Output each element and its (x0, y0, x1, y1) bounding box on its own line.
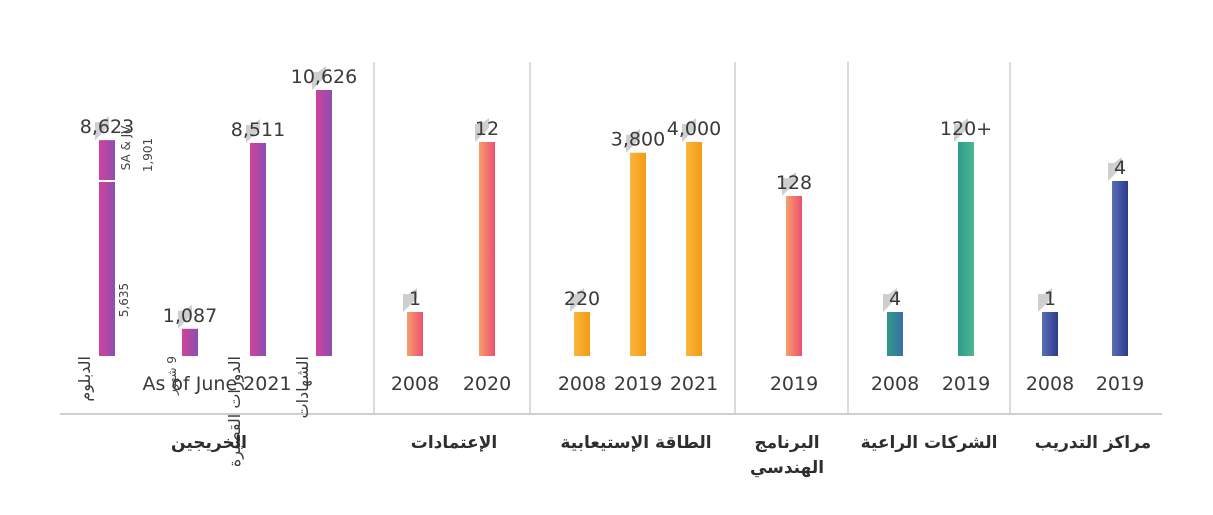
bar-1-1 (479, 142, 495, 356)
bar-graduates-2-tab (246, 118, 260, 143)
year-label-3-0: 2019 (770, 373, 818, 395)
bar-graduates-3-tab (312, 66, 326, 90)
value-label-2-0: 220 (564, 288, 600, 310)
bar-graduates-3 (316, 90, 332, 356)
year-label-4-1: 2019 (942, 373, 990, 395)
value-label-graduates-1: 1,087 (163, 305, 217, 327)
value-label-graduates-3: 10,626 (291, 66, 357, 88)
bar-4-1 (958, 142, 974, 356)
bar-2-0 (574, 312, 590, 356)
year-label-1-0: 2008 (391, 373, 439, 395)
category-sponsors: الشركات الراعية (861, 433, 998, 453)
value-label-5-1: 4 (1114, 157, 1126, 179)
labels-layer: 8,623 1,087 8,511 10,626 5,635 SA & JV 1,901 ال… (75, 66, 1144, 467)
category-training-centers: مراكز التدريب (1035, 433, 1151, 453)
section-dividers (373, 62, 1011, 414)
bar-5-0 (1042, 312, 1058, 356)
category-capacity: الطاقة الإستيعابية (560, 433, 711, 453)
bar-2-0-tab (570, 288, 584, 312)
bar-2-2 (686, 142, 702, 356)
value-label-3-0: 128 (776, 172, 812, 194)
bar-1-0 (407, 312, 423, 356)
bar-graduates-2 (250, 142, 266, 356)
year-label-2-0: 2008 (558, 373, 606, 395)
graduates-note: As of June 2021 (142, 373, 291, 395)
segment-label-diploma-sajv: SA & JV (119, 125, 133, 171)
bar-4-0-tab (883, 288, 897, 312)
bar-graduates-0 (99, 140, 115, 356)
value-label-4-0: 4 (889, 288, 901, 310)
bar-5-1 (1112, 181, 1128, 356)
category-engineering-line2: الهندسي (750, 458, 824, 478)
year-label-1-1: 2020 (463, 373, 511, 395)
label-short-courses: الدورات القصيرة (225, 356, 245, 467)
category-engineering-line1: البرنامج (754, 433, 819, 453)
value-label-5-0: 1 (1044, 288, 1056, 310)
value-label-2-1: 3,800 (611, 129, 665, 151)
year-label-2-2: 2021 (670, 373, 718, 395)
value-label-graduates-0: 8,623 (80, 116, 134, 138)
bar-1-0-tab (403, 288, 417, 312)
bar-4-0 (887, 312, 903, 356)
year-label-5-1: 2019 (1096, 373, 1144, 395)
bar-1-1-tab (475, 118, 489, 142)
label-9-months: 9 شهور (165, 356, 180, 396)
bar-2-2-tab (682, 118, 696, 142)
segment-label-diploma-sajv-value: 1,901 (141, 138, 155, 172)
value-label-4-1: 120+ (940, 118, 992, 140)
value-label-2-2: 4,000 (667, 118, 721, 140)
category-graduates: الخريجين (171, 433, 247, 453)
bar-3-0-tab (782, 172, 796, 196)
year-label-4-0: 2008 (871, 373, 919, 395)
year-label-5-0: 2008 (1026, 373, 1074, 395)
category-accreditations: الإعتمادات (411, 433, 497, 453)
value-label-graduates-2: 8,511 (231, 119, 285, 141)
label-certificates: الشهادات (293, 356, 313, 418)
value-label-1-0: 1 (409, 288, 421, 310)
segment-label-diploma-main: 5,635 (117, 283, 131, 317)
bar-3-0 (786, 196, 802, 356)
bar-2-1-tab (626, 128, 640, 153)
year-label-2-1: 2019 (614, 373, 662, 395)
bar-graduates-0-tab (95, 116, 109, 141)
bar-2-1 (630, 152, 646, 356)
bar-5-1-tab (1108, 157, 1122, 181)
bar-graduates-1 (182, 328, 198, 356)
value-label-1-1: 12 (475, 118, 499, 140)
bar-4-1-tab (954, 118, 968, 142)
label-diploma: الدبلوم (75, 356, 95, 402)
bar-5-0-tab (1038, 288, 1052, 312)
bar-graduates-1-tab (178, 304, 192, 329)
bars-layer (95, 66, 1128, 356)
